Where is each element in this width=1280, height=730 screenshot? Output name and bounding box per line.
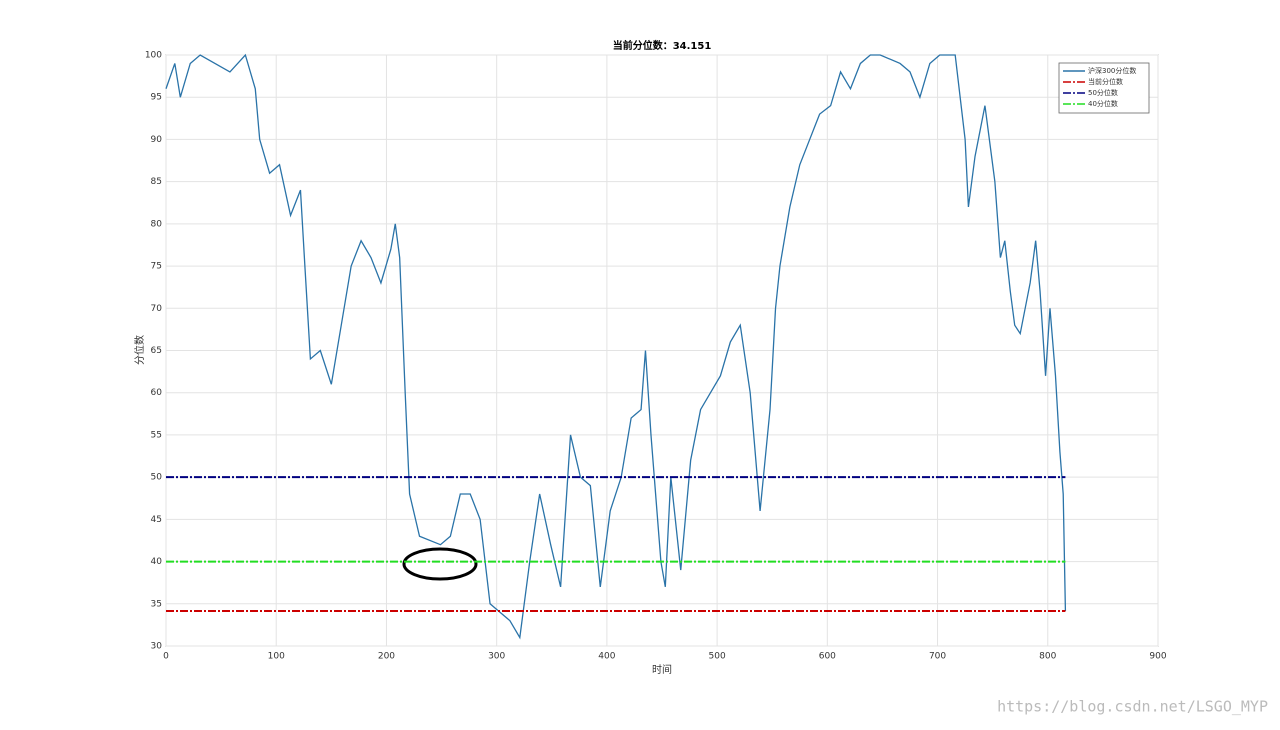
y-tick-label: 35: [151, 599, 162, 609]
series-line: [165, 53, 1067, 640]
x-tick-label: 900: [1149, 652, 1166, 662]
y-tick-label: 85: [151, 177, 162, 187]
y-tick-label: 95: [151, 93, 162, 103]
x-tick-label: 500: [709, 652, 726, 662]
legend-label: 40分位数: [1088, 99, 1118, 108]
x-axis-label: 时间: [652, 663, 672, 676]
x-tick-label: 0: [163, 652, 169, 662]
y-tick-label: 55: [151, 430, 162, 440]
y-tick-label: 60: [151, 388, 163, 398]
y-tick-label: 40: [151, 557, 163, 567]
x-tick-label: 600: [819, 652, 836, 662]
y-tick-label: 100: [145, 51, 162, 61]
y-tick-label: 65: [151, 346, 162, 356]
legend-label: 沪深300分位数: [1088, 66, 1136, 75]
y-tick-label: 70: [151, 304, 163, 314]
y-tick-label: 90: [151, 135, 163, 145]
chart-title: 当前分位数：34.151: [613, 39, 712, 52]
x-tick-label: 200: [378, 652, 395, 662]
legend-label: 当前分位数: [1088, 77, 1123, 86]
y-tick-label: 75: [151, 262, 162, 272]
y-tick-label: 30: [151, 642, 163, 652]
y-axis-label: 分位数: [133, 335, 146, 365]
x-tick-label: 300: [488, 652, 505, 662]
highlight-ellipse: [402, 547, 478, 581]
watermark: https://blog.csdn.net/LSGO_MYP: [997, 698, 1268, 716]
x-tick-label: 100: [268, 652, 285, 662]
y-tick-label: 80: [151, 219, 163, 229]
x-tick-label: 400: [598, 652, 615, 662]
legend-label: 50分位数: [1088, 88, 1118, 97]
x-tick-label: 700: [929, 652, 946, 662]
x-tick-label: 800: [1039, 652, 1056, 662]
y-tick-label: 45: [151, 515, 162, 525]
y-tick-label: 50: [151, 473, 163, 483]
